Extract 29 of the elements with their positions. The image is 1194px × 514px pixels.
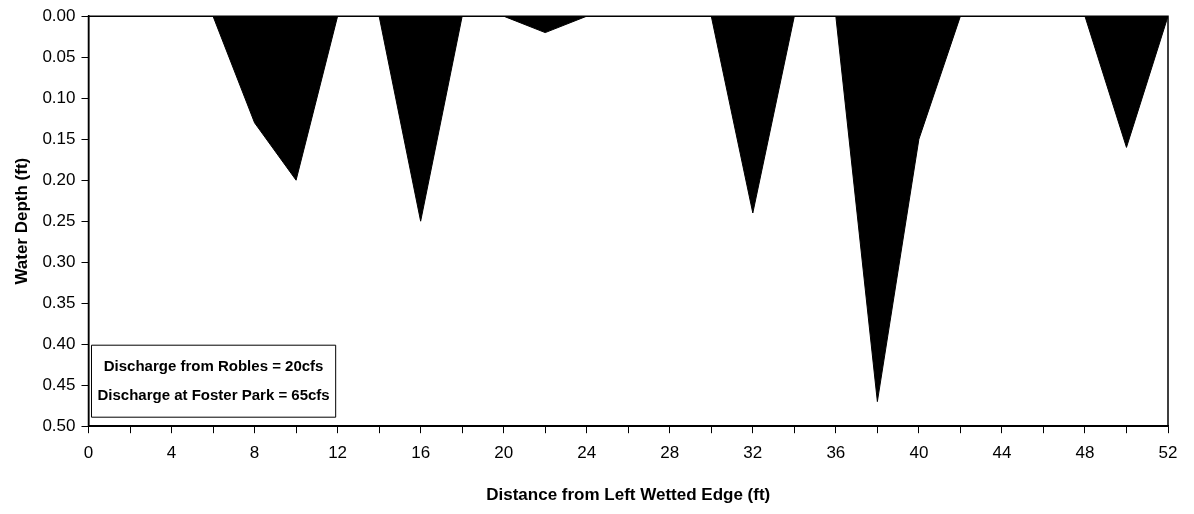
y-tick-label: 0.15 bbox=[42, 128, 76, 148]
x-tick-label: 4 bbox=[166, 443, 177, 463]
x-tick-label: 52 bbox=[1158, 443, 1178, 463]
y-tick-label: 0.10 bbox=[42, 87, 76, 107]
x-tick-label: 32 bbox=[743, 443, 763, 463]
x-tick-label: 44 bbox=[992, 443, 1012, 463]
x-axis-title: Distance from Left Wetted Edge (ft) bbox=[486, 485, 771, 505]
y-tick-label: 0.25 bbox=[42, 210, 76, 230]
x-tick-label: 36 bbox=[826, 443, 846, 463]
y-tick-label: 0.30 bbox=[42, 251, 76, 271]
x-tick-label: 16 bbox=[411, 443, 431, 463]
y-tick-label: 0.40 bbox=[42, 333, 76, 353]
y-tick-label: 0.45 bbox=[42, 374, 76, 394]
x-tick-label: 0 bbox=[83, 443, 94, 463]
y-axis-title: Water Depth (ft) bbox=[11, 157, 31, 285]
y-tick-label: 0.35 bbox=[42, 292, 76, 312]
x-tick-label: 48 bbox=[1075, 443, 1095, 463]
y-tick-label: 0.05 bbox=[42, 46, 76, 66]
x-tick-label: 20 bbox=[494, 443, 514, 463]
y-tick-label: 0.20 bbox=[42, 169, 76, 189]
x-tick-label: 40 bbox=[909, 443, 929, 463]
x-tick-label: 8 bbox=[249, 443, 260, 463]
x-tick-label: 24 bbox=[577, 443, 597, 463]
annotation: Discharge from Robles = 20cfs bbox=[103, 356, 324, 374]
y-tick-label: 0.50 bbox=[42, 415, 76, 435]
y-tick-label: 0.00 bbox=[42, 5, 76, 25]
x-tick-label: 12 bbox=[328, 443, 348, 463]
x-tick-label: 28 bbox=[660, 443, 680, 463]
annotation: Discharge at Foster Park = 65cfs bbox=[97, 385, 330, 403]
